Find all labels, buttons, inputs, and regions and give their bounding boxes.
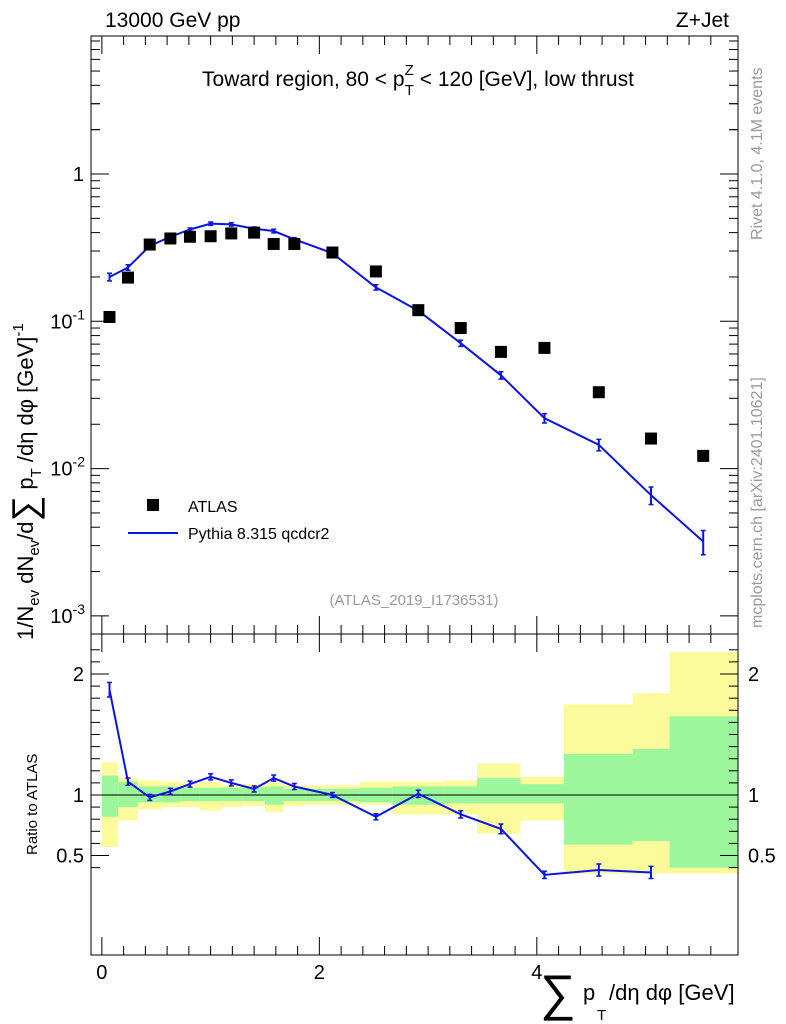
data-point [183, 230, 196, 243]
source-url-label: mcplots.cern.ch [arXiv:2401.10621] [749, 377, 766, 628]
y-tick-label: 10-2 [50, 454, 85, 481]
inner-band-bin [564, 753, 633, 845]
y-tick-label: 10-1 [50, 306, 85, 333]
inner-band-bin [520, 784, 565, 804]
inner-band-bin [221, 787, 243, 802]
data-point [288, 237, 301, 250]
ratio-y-tick-label-left: 1 [73, 785, 84, 807]
analysis-tag: (ATLAS_2019_I1736531) [329, 592, 498, 609]
legend-data-marker [147, 499, 159, 511]
data-point [697, 449, 710, 462]
data-point [248, 226, 261, 239]
svg-text:∑: ∑ [540, 965, 576, 1021]
ratio-tick-labels: 0.5 0.5 1 1 2 2 0 2 4 [56, 664, 776, 984]
svg-text:T: T [597, 1007, 606, 1024]
data-point [645, 432, 658, 445]
main-frame [90, 35, 739, 635]
title-prefix: Toward region, 80 < p [202, 68, 405, 91]
ratio-y-tick-label-right: 2 [748, 664, 759, 686]
legend-mc-label: Pythia 8.315 qcdcr2 [188, 526, 330, 543]
x-axis-label: ∑ p T /dη dφ [GeV] [540, 965, 735, 1024]
data-point [454, 322, 467, 335]
y-tick-label: 1 [73, 164, 84, 186]
ratio-y-axis-label: Ratio to ATLAS [24, 754, 41, 855]
legend-data-label: ATLAS [188, 499, 238, 516]
title-sub: T [405, 82, 414, 99]
inner-band-bin [180, 787, 200, 802]
data-point [225, 227, 238, 240]
y-tick-label: 10-3 [50, 601, 85, 628]
data-point [494, 345, 507, 358]
x-tick-label: 2 [314, 962, 325, 984]
ratio-y-tick-label-left: 2 [73, 664, 84, 686]
main-y-tick-labels: 10-3 10-2 10-1 1 [50, 164, 85, 628]
inner-band-bin [669, 716, 738, 868]
data-point [204, 230, 217, 243]
data-point [326, 246, 339, 259]
data-point [538, 341, 551, 354]
data-point [164, 232, 177, 245]
data-series [103, 226, 710, 462]
ratio-panel: 0.5 0.5 1 1 2 2 0 2 4 Ratio to ATLAS ∑ p T /dη d… [24, 633, 776, 1024]
header-energy: 13000 GeV pp [105, 9, 240, 32]
x-tick-label: 4 [531, 962, 542, 984]
main-y-axis-label: 1/Nev dNev/d∑ pT /dη dφ [GeV]-1 [4, 323, 45, 640]
ratio-y-tick-label-right: 1 [748, 785, 759, 807]
svg-text:/dη dφ [GeV]: /dη dφ [GeV] [609, 980, 735, 1005]
svg-text:1/Nev dNev/d∑ pT /dη dφ [GeV]: 1/Nev dNev/d∑ pT /dη dφ [GeV]-1 [4, 323, 45, 640]
inner-band-bin [118, 781, 138, 808]
legend: ATLAS Pythia 8.315 qcdcr2 [128, 499, 330, 543]
data-point [267, 237, 280, 250]
ratio-y-tick-label-right: 0.5 [748, 846, 776, 868]
header-process: Z+Jet [676, 9, 729, 32]
ratio-mc-clipped [106, 681, 654, 880]
data-point [592, 386, 605, 399]
inner-band-bin [101, 775, 119, 817]
ratio-y-tick-label-left: 0.5 [56, 846, 84, 868]
data-point [143, 238, 156, 251]
svg-text:p: p [583, 980, 595, 1005]
inner-band-bin [264, 786, 284, 805]
data-point [369, 265, 382, 278]
x-tick-label: 0 [96, 962, 107, 984]
title-sup: Z [405, 62, 414, 79]
data-point [103, 310, 116, 323]
ratio-uncertainty-bands [101, 652, 738, 874]
title-suffix: < 120 [GeV], low thrust [414, 68, 634, 91]
inner-band-bin [199, 787, 222, 802]
inner-band-bin [242, 787, 265, 802]
data-point [121, 271, 134, 284]
inner-band-bin [477, 778, 521, 804]
main-panel: 10-3 10-2 10-1 1 Toward region, 80 < pZ T < … [4, 35, 739, 640]
ratio-mc-series [106, 681, 654, 880]
main-axis-ticks [91, 36, 738, 634]
mc-curve [109, 222, 704, 543]
rivet-version-label: Rivet 4.1.0, 4.1M events [749, 67, 766, 240]
ratio-axis-ticks [91, 634, 738, 955]
plot-title: Toward region, 80 < pZ T < 120 [GeV], low… [202, 62, 634, 99]
data-point [412, 304, 425, 317]
ratio-mc-curve [108, 689, 652, 876]
